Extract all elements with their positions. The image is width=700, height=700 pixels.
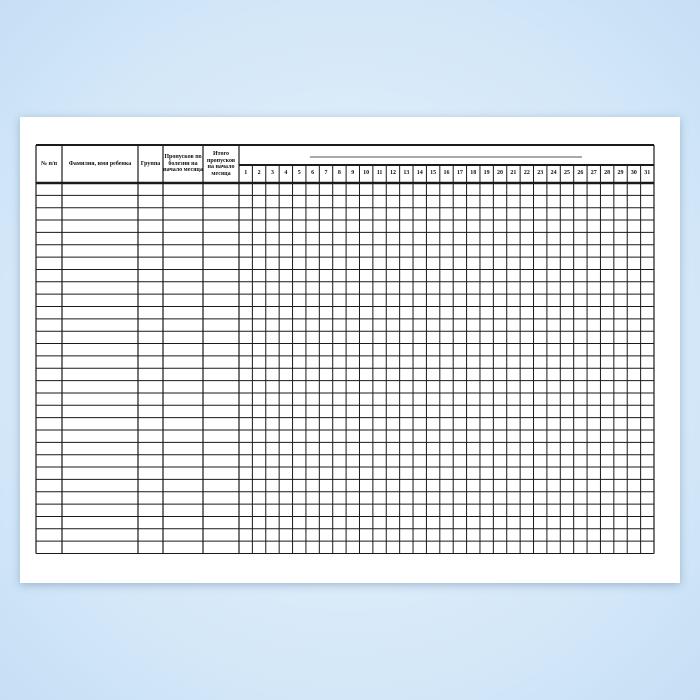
day-header: 5: [297, 170, 301, 176]
day-header: 21: [510, 170, 517, 176]
header-group: Группа: [140, 160, 161, 167]
day-header: 9: [351, 170, 355, 176]
day-header: 25: [563, 170, 570, 176]
day-header: 20: [497, 170, 504, 176]
day-header: 19: [483, 170, 490, 176]
day-header: 4: [284, 170, 288, 176]
header-name: Фамилия, имя ребенка: [68, 160, 132, 167]
header-number: № п/п: [40, 160, 58, 167]
day-header: 12: [389, 170, 396, 176]
day-header: 15: [430, 170, 437, 176]
day-header: 6: [311, 170, 315, 176]
day-header: 13: [403, 170, 410, 176]
day-header: 3: [270, 170, 274, 176]
day-header: 2: [257, 170, 261, 176]
day-header: 11: [376, 170, 383, 176]
header-sick-absences: Пропусков по болезни на начало месяца: [163, 154, 203, 174]
day-header: 22: [523, 170, 530, 176]
day-header: 27: [590, 170, 597, 176]
day-header: 17: [456, 170, 463, 176]
day-header: 18: [470, 170, 477, 176]
day-header: 29: [617, 170, 624, 176]
day-header: 1: [244, 170, 248, 176]
day-header: 16: [443, 170, 450, 176]
day-header: 31: [644, 170, 651, 176]
day-header: 23: [537, 170, 544, 176]
day-header: 14: [416, 170, 423, 176]
day-header: 24: [550, 170, 557, 176]
header-total-absences: Итого пропусков на начало месяца: [206, 151, 236, 177]
day-header: 26: [577, 170, 584, 176]
day-header: 7: [324, 170, 328, 176]
day-header: 10: [363, 170, 370, 176]
day-header: 8: [337, 170, 341, 176]
day-header: 28: [604, 170, 611, 176]
attendance-sheet: № п/п Фамилия, имя ребенка Группа Пропус…: [20, 117, 680, 583]
table-grid: [35, 144, 655, 554]
day-header: 30: [630, 170, 637, 176]
